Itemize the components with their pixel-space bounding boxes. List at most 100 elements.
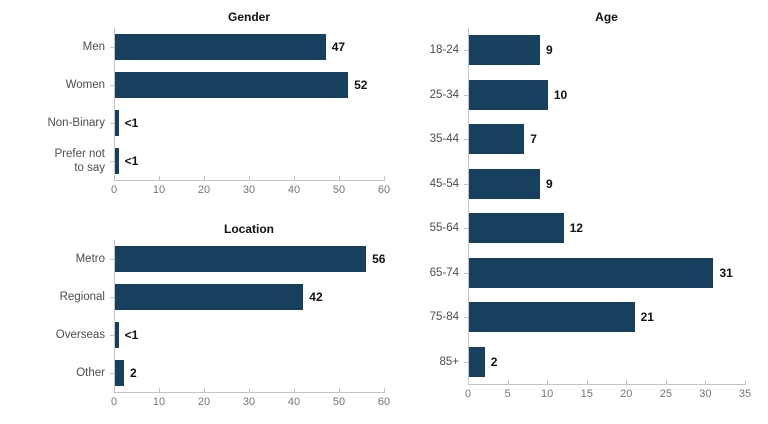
bar [469,213,564,244]
bar [115,72,349,98]
x-tick-label: 5 [504,388,511,400]
x-tick-label: 30 [242,184,256,196]
bar [115,34,326,60]
value-label: 9 [545,176,553,191]
value-label: <1 [124,154,139,168]
location-chart-x-axis: 0 10 20 30 40 50 60 [110,388,390,413]
x-tick-mark [745,380,746,385]
x-tick-mark [114,388,115,393]
x-tick-mark [294,176,295,181]
x-tick-label: 0 [110,396,118,408]
x-tick-label: 20 [197,184,211,196]
category-label: 25-34 [429,88,459,101]
age-chart-x-axis: 0 5 10 15 20 25 30 35 [464,380,751,405]
x-tick-label: 30 [242,396,256,408]
bar-row: Overseas <1 [0,316,400,354]
value-label: 56 [372,252,386,266]
bar [469,302,635,333]
bar-track: <1 [110,142,384,180]
bar-track: 2 [464,339,745,384]
category-label: Non-Binary [47,116,105,129]
bar [469,35,540,66]
bar-row: Non-Binary <1 [0,104,400,142]
category-label: Prefer not to say [54,147,106,174]
bar-row: 35-44 7 [400,117,768,162]
value-label: 42 [309,290,323,304]
x-tick-mark [249,388,250,393]
x-tick-mark [159,176,160,181]
bar-row: Prefer not to say <1 [0,142,400,180]
bar-row: Regional 42 [0,278,400,316]
x-tick-mark [384,388,385,393]
value-label: 12 [569,221,583,236]
x-tick-label: 20 [620,388,633,400]
bar [115,110,119,136]
x-tick-mark [159,388,160,393]
value-label: <1 [124,116,139,130]
x-tick-label: 10 [152,396,166,408]
bar [115,322,119,348]
bar-row: 55-64 12 [400,206,768,251]
x-tick-label: 60 [377,396,391,408]
value-label: 2 [490,354,498,369]
category-label: Women [65,78,105,91]
gender-chart-x-axis: 0 10 20 30 40 50 60 [110,176,390,201]
gender-chart-title: Gender [227,10,270,24]
location-chart-title-wrap: Location [114,212,384,240]
category-label: Men [82,40,105,53]
x-tick-label: 35 [738,388,752,400]
category-label: Other [76,366,105,379]
x-tick-mark [665,380,667,385]
x-tick-label: 20 [197,396,211,408]
age-chart: Age 18-24 9 25-34 10 35-44 7 45-54 9 55-64 12 65-7… [400,0,768,424]
category-label: 85+ [439,355,459,368]
bar [469,124,525,155]
x-tick-label: 50 [332,396,346,408]
bar-track: 7 [464,117,745,162]
age-chart-title-wrap: Age [468,0,745,28]
bar-track: 31 [464,250,745,295]
x-tick-label: 15 [580,388,593,400]
category-label: Overseas [55,328,105,341]
x-tick-mark [626,380,628,385]
value-label: 21 [640,310,654,325]
bar [115,284,304,310]
gender-chart-bars: Men 47 Women 52 Non-Binary <1 Prefer not to say… [0,28,400,180]
bar-track: <1 [110,104,384,142]
gender-chart-title-wrap: Gender [114,0,384,28]
gender-chart: Gender Men 47 Women 52 Non-Binary <1 Prefer no… [0,0,400,212]
bar-track: 9 [464,28,745,73]
x-tick-label: 0 [464,388,472,400]
bar-track: 47 [110,28,384,66]
category-label: 45-54 [429,177,459,190]
x-tick-mark [204,176,205,181]
category-label: 55-64 [429,222,459,235]
bar [469,168,540,199]
bar-row: 45-54 9 [400,161,768,206]
bar-row: 65-74 31 [400,250,768,295]
value-label: <1 [124,328,139,342]
age-chart-bars: 18-24 9 25-34 10 35-44 7 45-54 9 55-64 12 65-74 31 7… [400,28,768,384]
category-label: Regional [59,290,105,303]
x-tick-mark [547,380,549,385]
bar [469,257,714,288]
x-tick-mark [249,176,250,181]
x-tick-mark [507,380,509,385]
location-chart: Location Metro 56 Regional 42 Overseas <1 Othe… [0,212,400,424]
bar [115,148,119,174]
bar-row: 75-84 21 [400,295,768,340]
bar [469,346,485,377]
x-tick-label: 0 [110,184,118,196]
x-tick-mark [294,388,295,393]
x-tick-label: 30 [699,388,712,400]
value-label: 31 [719,265,733,280]
bar-row: Metro 56 [0,240,400,278]
x-tick-mark [586,380,588,385]
x-tick-mark [204,388,205,393]
value-label: 10 [553,87,568,102]
value-label: 52 [354,78,368,92]
x-tick-label: 25 [659,388,672,400]
bar [115,360,124,386]
bar-track: 10 [464,72,745,117]
category-label: 75-84 [429,311,459,324]
